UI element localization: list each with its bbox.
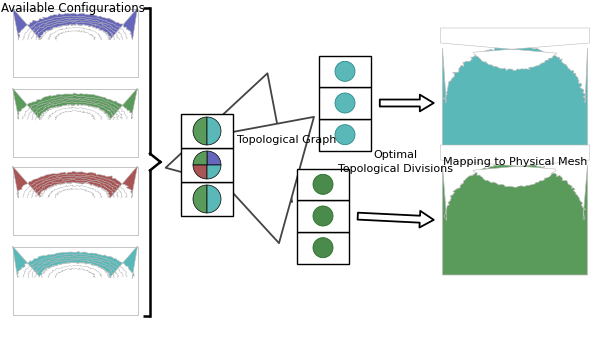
Wedge shape — [207, 165, 221, 179]
Bar — [12, 247, 137, 315]
Polygon shape — [12, 8, 137, 40]
Bar — [319, 87, 371, 119]
Text: Optimal
Topological Divisions: Optimal Topological Divisions — [338, 150, 453, 174]
Polygon shape — [442, 162, 588, 275]
Bar — [297, 200, 349, 232]
Polygon shape — [12, 166, 137, 198]
Bar — [297, 169, 349, 200]
Text: Topological Graph: Topological Graph — [237, 135, 336, 145]
Bar — [12, 9, 137, 77]
Text: Available Configurations: Available Configurations — [1, 2, 145, 15]
Circle shape — [313, 174, 333, 194]
Polygon shape — [440, 145, 590, 187]
Bar — [12, 167, 137, 235]
Text: Mapping to Physical Mesh: Mapping to Physical Mesh — [443, 157, 587, 167]
Bar — [297, 232, 349, 263]
Wedge shape — [207, 151, 221, 165]
FancyArrowPatch shape — [380, 95, 434, 111]
Bar — [181, 114, 233, 148]
Circle shape — [335, 93, 355, 113]
Circle shape — [313, 206, 333, 226]
Circle shape — [335, 61, 355, 81]
Polygon shape — [12, 88, 137, 120]
Wedge shape — [207, 185, 221, 213]
FancyArrowPatch shape — [358, 211, 434, 227]
Bar — [12, 89, 137, 157]
Bar — [319, 55, 371, 87]
Polygon shape — [442, 44, 588, 158]
Wedge shape — [193, 165, 207, 179]
Polygon shape — [12, 246, 137, 279]
Bar — [319, 119, 371, 150]
Wedge shape — [193, 117, 207, 145]
Circle shape — [313, 238, 333, 258]
Bar — [181, 148, 233, 182]
Wedge shape — [207, 117, 221, 145]
Polygon shape — [440, 28, 590, 71]
Circle shape — [335, 125, 355, 145]
Wedge shape — [193, 151, 207, 165]
Bar — [181, 182, 233, 216]
Wedge shape — [193, 185, 207, 213]
